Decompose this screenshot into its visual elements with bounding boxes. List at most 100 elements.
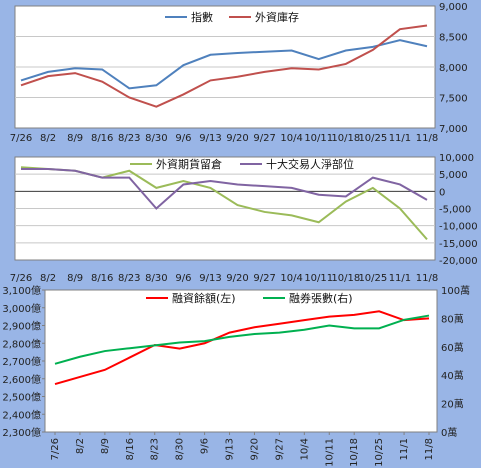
chart3-x-tick-label: 7/26 [50,438,61,460]
chart3-y-left-tick-label: 2,300億 [2,426,41,439]
chart1-x-tick-label: 9/27 [253,133,275,144]
chart3-y-right-tick-label: 40萬 [441,369,464,382]
chart1-y-tick-label: 7,000 [439,124,468,135]
chart1-series-line-1 [20,24,428,108]
chart3-legend-label: 融資餘額(左) [172,291,236,305]
chart1-legend-label: 指數 [191,10,213,24]
chart2-x-tick-label: 8/2 [40,273,56,284]
chart1-x-tick-label: 11/1 [389,133,411,144]
chart3-x-tick-label: 9/13 [225,438,236,460]
chart2-x-tick-label: 10/11 [304,273,333,284]
chart2-series-line-1 [21,168,428,210]
chart1-series-lines [20,24,428,108]
chart1-x-tick-label: 10/4 [280,133,302,144]
chart2-x-tick-label: 9/6 [175,273,191,284]
chart2-y-tick-label: -20,000 [439,256,478,267]
chart2-y-tick-label: 0 [439,187,445,198]
chart2-y-tick-label: -10,000 [439,222,478,233]
chart2-x-tick-label: 11/1 [389,273,411,284]
chart1-x-tick-label: 9/20 [226,133,248,144]
chart2-series-lines [20,166,428,241]
chart3-x-tick-label: 9/20 [249,438,260,460]
chart3-x-tick-label: 9/27 [274,438,285,460]
chart3-x-tick-label: 10/11 [324,438,335,467]
chart1-legend: 指數 外資庫存 [165,10,299,24]
chart3-y-right-tick-label: 80萬 [441,312,464,325]
chart3-y-right-tick-label: 60萬 [441,341,464,354]
chart2-x-tick-label: 8/30 [145,273,167,284]
chart1-gridlines [15,36,435,98]
chart3-y-right-tick-label: 20萬 [441,398,464,411]
chart3-y-right-tick-label: 0萬 [441,426,457,439]
chart3-x-tick-label: 8/30 [175,438,186,460]
chart3-x-tick-label: 8/23 [150,438,161,460]
chart2-x-tick-label: 11/8 [416,273,438,284]
chart1-x-tick-label: 8/16 [91,133,113,144]
chart3-y-left-tick-label: 2,600億 [2,373,41,386]
chart2-legend-label: 十大交易人淨部位 [266,157,354,171]
chart1-y-tick-label: 8,500 [439,33,468,44]
chart3-y-left-tick-label: 3,100億 [2,284,41,297]
chart3-y-left-tick-label: 2,900億 [2,320,41,333]
chart1-x-tick-label: 9/13 [199,133,221,144]
chart1-x-tick-label: 10/25 [358,133,387,144]
chart2-y-ticks: 10,000 5,000 0 -5,000 -10,000 -15,000 -20,000 [439,153,478,267]
chart2-x-tick-label: 9/27 [253,273,275,284]
chart3-series-line-1 [54,314,430,365]
chart3-x-tick-label: 8/9 [100,438,111,454]
chart3-y-left-tick-label: 2,700億 [2,355,41,368]
chart2-x-tick-label: 10/4 [280,273,302,284]
chart2-x-tick-label: 10/18 [331,273,360,284]
chart3-y-right-ticks: 0萬 20萬 40萬 60萬 80萬 100萬 [441,284,470,439]
chart1-legend-label: 外資庫存 [255,10,299,24]
chart1-y-ticks: 7,000 7,500 8,000 8,500 9,000 [439,2,468,135]
chart3-y-left-tick-label: 3,000億 [2,302,41,315]
chart1-x-tick-label: 8/23 [118,133,140,144]
chart3-legend-label: 融券張數(右) [289,291,353,305]
chart3-legend: 融資餘額(左) 融券張數(右) [146,291,353,305]
chart2-legend-label: 外資期貨留倉 [156,157,222,171]
chart1-x-ticks: 7/26 8/2 8/9 8/16 8/23 8/30 9/6 9/13 9/20 9/27 10/… [10,133,438,144]
chart2-x-tick-label: 9/20 [226,273,248,284]
chart3-x-tick-label: 10/4 [299,438,310,460]
chart1-y-tick-label: 7,500 [439,94,468,105]
chart2-x-tick-label: 10/25 [358,273,387,284]
chart2-legend: 外資期貨留倉 十大交易人淨部位 [130,157,354,171]
chart3-y-right-tick-label: 100萬 [441,284,470,297]
chart3-series-line-0 [54,310,430,386]
chart3-y-left-ticks: 2,300億 2,400億 2,500億 2,600億 2,700億 2,800億 2,90… [2,284,41,439]
chart3-x-tick-label: 8/16 [125,438,136,460]
chart1-x-tick-label: 8/2 [40,133,56,144]
chart1-x-tick-label: 8/9 [67,133,83,144]
chart3-x-tick-label: 10/25 [374,438,385,467]
chart1-x-tick-label: 8/30 [145,133,167,144]
chart2-y-tick-label: 10,000 [439,153,474,164]
chart2-x-tick-label: 8/9 [67,273,83,284]
chart3-x-tick-label: 10/18 [349,438,360,467]
chart2-y-tick-label: -15,000 [439,239,478,250]
chart3-series-lines [54,310,430,386]
chart3-y-left-tick-label: 2,400億 [2,408,41,421]
chart1-x-tick-label: 9/6 [175,133,191,144]
chart1-x-tick-label: 10/11 [304,133,333,144]
chart2-y-tick-label: -5,000 [439,205,471,216]
chart3-x-tick-label: 8/2 [75,438,86,454]
chart2-x-tick-label: 7/26 [10,273,32,284]
chart3-x-tick-label: 11/1 [399,438,410,460]
chart3-x-tick-label: 11/8 [424,438,435,460]
chart2-y-tick-label: 5,000 [439,170,468,181]
chart3-y-left-tick-label: 2,500億 [2,391,41,404]
chart2-x-tick-label: 9/13 [199,273,221,284]
chart1-y-tick-label: 8,000 [439,63,468,74]
chart3-plot-area [44,289,438,433]
chart3-x-ticks: 7/26 8/2 8/9 8/16 8/23 8/30 9/6 9/13 9/20 9/27 10/… [50,438,435,467]
chart1-y-tick-label: 9,000 [439,2,468,13]
chart1-x-tick-label: 11/8 [416,133,438,144]
chart3-y-left-tick-label: 2,800億 [2,337,41,350]
chart2-x-tick-label: 8/23 [118,273,140,284]
chart3-x-tick-label: 9/6 [200,438,211,454]
chart1-series-line-0 [20,39,428,90]
chart3-gridlines [42,289,430,435]
chart2-x-tick-label: 8/16 [91,273,113,284]
